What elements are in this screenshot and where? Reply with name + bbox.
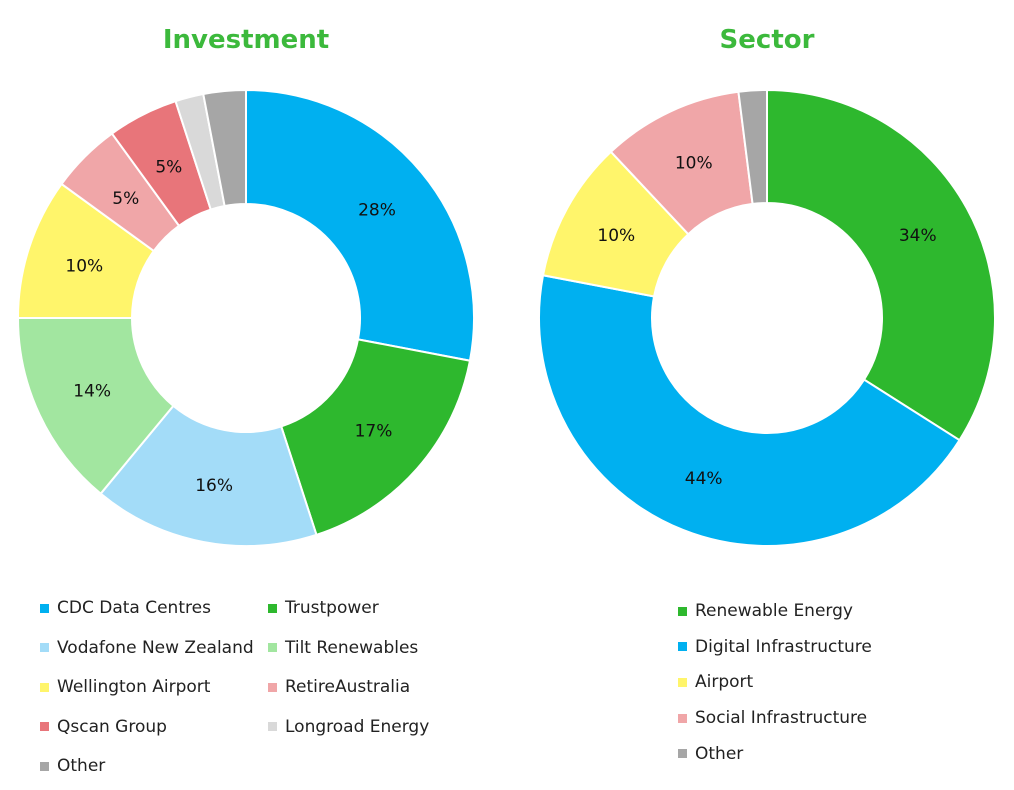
slice-cdc-data-centres [245,88,475,362]
legend-swatch [40,722,49,731]
data-label-vodafone-new-zealand: 16% [195,476,233,496]
legend-item-other: Other [40,756,105,776]
chart-title-investment: Investment [163,25,329,55]
legend-swatch [678,677,687,687]
legend-item-vodafone-new-zealand: Vodafone New Zealand [40,638,254,658]
legend-swatch [678,749,687,759]
legend-label: Trustpower [285,598,379,618]
legend-label: Other [695,743,744,764]
data-label-digital-infrastructure: 44% [685,469,723,489]
data-label-cdc-data-centres: 28% [358,201,396,221]
legend-item-retireaustralia: RetireAustralia [268,677,410,697]
slice-digital-infrastructure [538,274,961,547]
legend-item-wellington-airport: Wellington Airport [40,677,210,697]
legend-label: Qscan Group [57,716,167,737]
legend-swatch [678,606,687,616]
data-label-wellington-airport: 10% [65,256,103,276]
legend-item-other: Other [678,744,743,764]
data-label-tilt-renewables: 14% [73,381,111,401]
legend-swatch [40,603,49,613]
data-label-airport: 10% [597,226,635,246]
legend-item-longroad-energy: Longroad Energy [268,717,429,737]
legend-label: Digital Infrastructure [695,636,872,657]
legend-item-tilt-renewables: Tilt Renewables [268,638,418,658]
legend-swatch [268,722,277,731]
legend-swatch [268,643,277,652]
slice-renewable-energy [766,88,996,442]
legend-label: Longroad Energy [285,716,430,737]
data-label-social-infrastructure: 10% [675,153,713,173]
legend-label: Social Infrastructure [695,708,868,729]
legend-swatch [40,682,49,692]
slice-other [737,88,768,206]
legend-label: Tilt Renewables [285,637,419,658]
data-label-trustpower: 17% [355,421,393,441]
legend-item-airport: Airport [678,672,753,692]
legend-swatch [268,682,277,692]
legend-item-social-infrastructure: Social Infrastructure [678,708,867,728]
legend-label: Other [57,756,106,776]
slice-other [202,88,247,208]
legend-swatch [40,643,49,652]
slice-trustpower [279,338,472,537]
legend-swatch [678,713,687,723]
legend-label: Wellington Airport [57,677,211,697]
legend-item-digital-infrastructure: Digital Infrastructure [678,637,872,657]
legend-label: CDC Data Centres [57,598,211,618]
legend-item-renewable-energy: Renewable Energy [678,601,853,621]
data-label-renewable-energy: 34% [899,226,937,246]
chart-title-sector: Sector [720,25,815,55]
legend-swatch [40,761,49,771]
legend-swatch [678,642,687,652]
legend-label: Renewable Energy [695,601,853,621]
legend-item-trustpower: Trustpower [268,598,379,618]
data-label-retireaustralia: 5% [112,189,139,209]
data-label-qscan-group: 5% [155,158,182,178]
legend-item-qscan-group: Qscan Group [40,717,167,737]
legend-label: Vodafone New Zealand [57,637,254,658]
legend-item-cdc-data-centres: CDC Data Centres [40,598,211,618]
slice-vodafone-new-zealand [99,404,318,547]
legend-label: RetireAustralia [285,677,411,697]
legend-label: Airport [695,672,754,693]
legend-swatch [268,603,277,613]
